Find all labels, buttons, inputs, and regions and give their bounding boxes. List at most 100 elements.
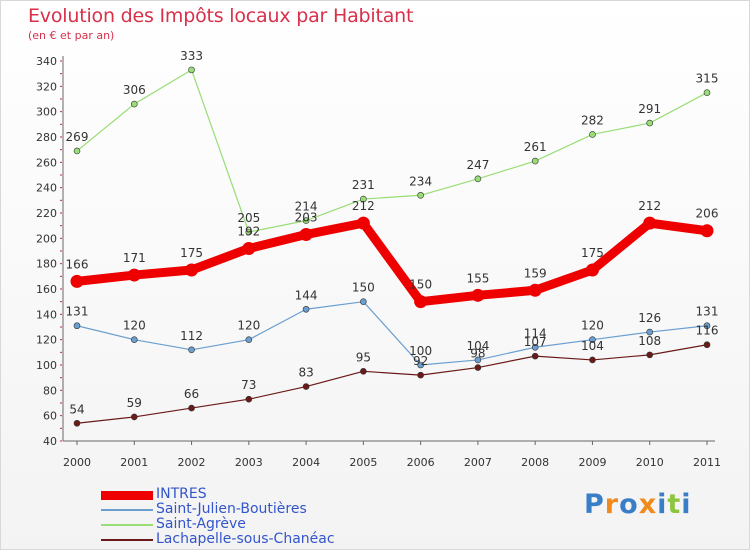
data-point bbox=[130, 336, 138, 343]
data-label: 315 bbox=[696, 72, 719, 86]
data-label: 155 bbox=[466, 271, 489, 285]
data-label: 73 bbox=[241, 378, 256, 392]
legend-swatch bbox=[101, 524, 153, 526]
data-point bbox=[414, 295, 428, 309]
y-tick-label: 100 bbox=[36, 359, 57, 372]
data-point bbox=[646, 328, 654, 336]
data-label: 269 bbox=[66, 130, 89, 144]
data-label: 333 bbox=[180, 49, 203, 63]
data-point bbox=[73, 147, 81, 155]
data-point bbox=[70, 274, 84, 288]
data-point bbox=[531, 343, 539, 351]
x-tick-label: 2000 bbox=[63, 456, 91, 469]
data-label: 214 bbox=[295, 200, 318, 214]
data-point bbox=[700, 224, 714, 238]
data-label: 104 bbox=[466, 339, 489, 353]
data-point bbox=[474, 356, 482, 364]
data-label: 261 bbox=[524, 140, 547, 154]
data-label: 234 bbox=[409, 174, 432, 188]
legend-label: Saint-Agrève bbox=[156, 516, 246, 532]
data-label: 306 bbox=[123, 83, 146, 97]
data-label: 291 bbox=[638, 102, 661, 116]
data-point bbox=[356, 216, 370, 230]
y-tick-label: 220 bbox=[36, 207, 57, 220]
data-label: 231 bbox=[352, 178, 375, 192]
data-label: 282 bbox=[581, 113, 604, 127]
legend-label: Saint-Julien-Boutières bbox=[156, 501, 307, 517]
x-tick-label: 2011 bbox=[693, 456, 721, 469]
data-label: 83 bbox=[298, 366, 313, 380]
data-point bbox=[130, 413, 138, 421]
y-tick-label: 340 bbox=[36, 55, 57, 68]
data-label: 144 bbox=[295, 288, 318, 302]
data-label: 206 bbox=[696, 207, 719, 221]
data-label: 104 bbox=[581, 339, 604, 353]
data-point bbox=[188, 66, 195, 74]
data-point bbox=[589, 356, 596, 364]
data-point bbox=[474, 175, 482, 183]
data-point bbox=[589, 336, 596, 343]
data-label: 212 bbox=[638, 199, 661, 213]
data-point bbox=[130, 100, 138, 108]
x-tick-label: 2005 bbox=[349, 456, 377, 469]
legend-swatch bbox=[101, 490, 153, 500]
y-tick-label: 300 bbox=[36, 106, 57, 119]
data-label: 131 bbox=[66, 305, 89, 319]
data-point bbox=[188, 404, 195, 412]
data-label: 247 bbox=[466, 158, 489, 172]
data-point bbox=[245, 395, 253, 403]
data-label: 175 bbox=[180, 246, 203, 260]
data-point bbox=[73, 419, 81, 427]
data-point bbox=[528, 283, 542, 297]
data-point bbox=[531, 157, 539, 165]
y-tick-label: 160 bbox=[36, 283, 57, 296]
data-label: 120 bbox=[581, 319, 604, 333]
data-point bbox=[703, 89, 711, 96]
x-tick-label: 2009 bbox=[578, 456, 606, 469]
data-point bbox=[417, 371, 424, 379]
y-tick-label: 200 bbox=[36, 232, 57, 245]
data-point bbox=[703, 322, 711, 330]
data-label: 192 bbox=[237, 224, 260, 238]
data-point bbox=[417, 361, 424, 369]
data-label: 116 bbox=[696, 324, 719, 338]
chart-title: Evolution des Impôts locaux par Habitant bbox=[28, 5, 414, 27]
data-label: 131 bbox=[696, 305, 719, 319]
y-tick-label: 60 bbox=[43, 410, 57, 423]
data-label: 175 bbox=[581, 246, 604, 260]
data-point bbox=[242, 241, 256, 255]
data-label: 120 bbox=[123, 319, 146, 333]
y-tick-label: 320 bbox=[36, 80, 57, 93]
x-tick-label: 2003 bbox=[235, 456, 263, 469]
data-point bbox=[302, 217, 310, 224]
series-line-1 bbox=[76, 301, 708, 366]
proxiti-logo: Proxiti bbox=[584, 489, 692, 520]
data-label: 112 bbox=[180, 329, 203, 343]
x-tick-label: 2007 bbox=[464, 456, 492, 469]
data-label: 59 bbox=[127, 396, 142, 410]
y-tick-label: 80 bbox=[43, 384, 57, 397]
y-tick-label: 140 bbox=[36, 308, 57, 321]
data-point bbox=[643, 216, 657, 230]
data-point bbox=[471, 288, 485, 302]
data-point bbox=[360, 298, 367, 305]
data-point bbox=[245, 336, 253, 343]
y-tick-label: 240 bbox=[36, 182, 57, 195]
data-label: 107 bbox=[524, 335, 547, 349]
y-tick-label: 260 bbox=[36, 156, 57, 169]
legend-swatch bbox=[101, 509, 153, 511]
data-label: 98 bbox=[470, 347, 485, 361]
data-label: 150 bbox=[352, 281, 375, 295]
data-point bbox=[302, 305, 310, 313]
y-tick-label: 180 bbox=[36, 258, 57, 271]
x-tick-label: 2004 bbox=[292, 456, 320, 469]
x-tick-label: 2001 bbox=[120, 456, 148, 469]
data-label: 92 bbox=[413, 354, 428, 368]
data-point bbox=[73, 322, 81, 330]
y-tick-label: 40 bbox=[43, 435, 57, 448]
series-line-0 bbox=[72, 218, 712, 307]
data-point bbox=[127, 268, 141, 282]
data-point bbox=[589, 131, 596, 138]
x-tick-label: 2010 bbox=[636, 456, 664, 469]
